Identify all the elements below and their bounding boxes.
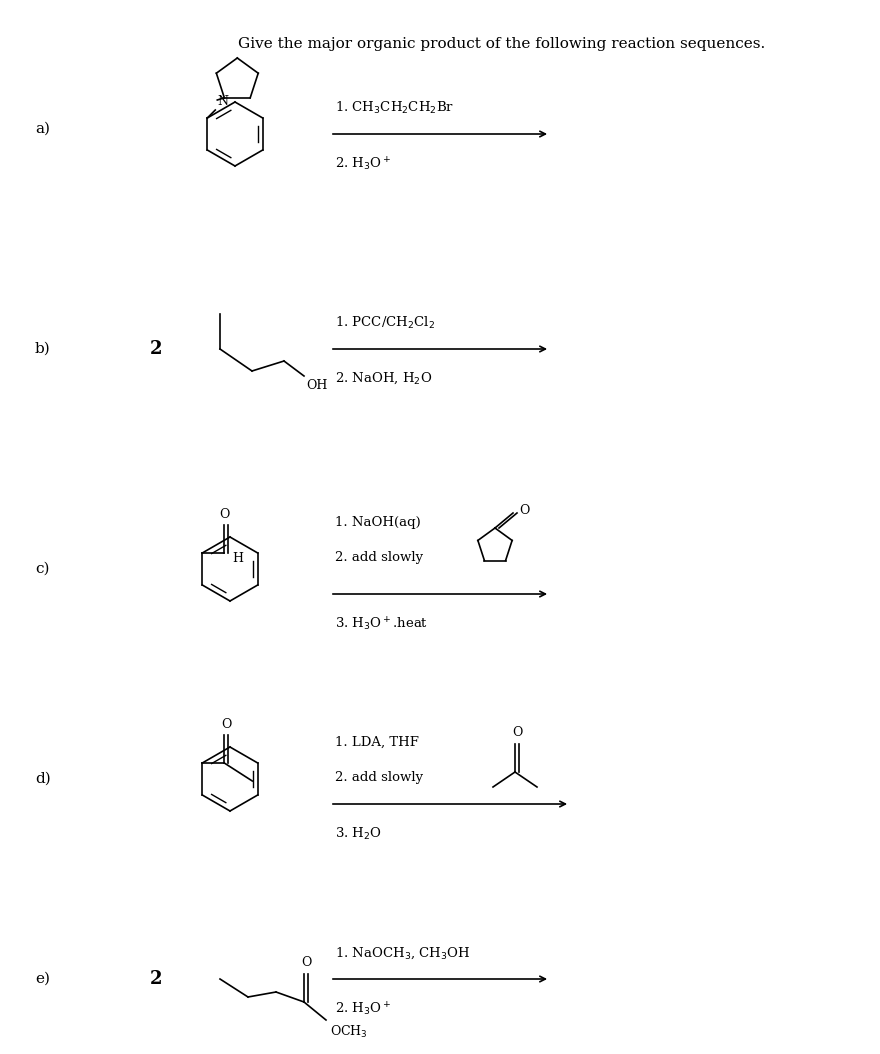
Text: 1. LDA, THF: 1. LDA, THF: [335, 736, 419, 749]
Text: 2: 2: [150, 970, 163, 988]
Text: 3. H$_3$O$^+$.heat: 3. H$_3$O$^+$.heat: [335, 616, 428, 633]
Text: 2. H$_3$O$^+$: 2. H$_3$O$^+$: [335, 156, 392, 174]
Text: c): c): [35, 562, 49, 575]
Text: O: O: [219, 508, 230, 521]
Text: O: O: [301, 956, 312, 969]
Text: 1. NaOCH$_3$, CH$_3$OH: 1. NaOCH$_3$, CH$_3$OH: [335, 945, 471, 961]
Text: e): e): [35, 972, 50, 985]
Text: 2: 2: [150, 340, 163, 358]
Text: 1. CH$_3$CH$_2$CH$_2$Br: 1. CH$_3$CH$_2$CH$_2$Br: [335, 100, 454, 116]
Text: d): d): [35, 772, 51, 786]
Text: 1. PCC/CH$_2$Cl$_2$: 1. PCC/CH$_2$Cl$_2$: [335, 315, 435, 331]
Text: 2. add slowly: 2. add slowly: [335, 551, 423, 564]
Text: H: H: [232, 551, 243, 565]
Text: OCH$_3$: OCH$_3$: [330, 1024, 368, 1040]
Text: Give the major organic product of the following reaction sequences.: Give the major organic product of the fo…: [238, 37, 766, 51]
Text: b): b): [35, 341, 51, 356]
Text: O: O: [221, 718, 231, 731]
Text: 2. H$_3$O$^+$: 2. H$_3$O$^+$: [335, 1001, 392, 1018]
Text: 2. add slowly: 2. add slowly: [335, 770, 423, 784]
Text: 1. NaOH(aq): 1. NaOH(aq): [335, 516, 421, 529]
Text: N: N: [217, 95, 228, 108]
Text: O: O: [519, 504, 530, 516]
Text: 3. H$_2$O: 3. H$_2$O: [335, 826, 382, 842]
Text: OH: OH: [306, 379, 327, 392]
Text: a): a): [35, 122, 50, 136]
Text: 2. NaOH, H$_2$O: 2. NaOH, H$_2$O: [335, 371, 432, 387]
Text: O: O: [512, 726, 522, 739]
